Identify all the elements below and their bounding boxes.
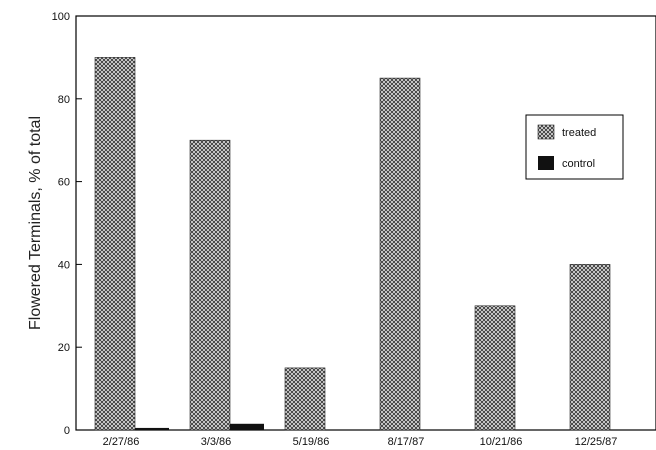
legend-swatch-treated	[537, 124, 555, 140]
plot-frame	[75, 15, 656, 431]
bar-treated	[189, 139, 231, 431]
y-tick-label: 20	[58, 342, 70, 354]
y-tick-label: 0	[64, 425, 70, 437]
bar-control	[230, 423, 264, 430]
y-tick-label: 40	[58, 259, 70, 271]
x-tick-label: 3/3/86	[201, 436, 232, 448]
y-tick-label: 100	[52, 11, 70, 23]
legend-label-treated: treated	[562, 127, 596, 139]
bar-treated	[284, 367, 326, 431]
y-tick-label: 60	[58, 177, 70, 189]
bar-control	[135, 427, 169, 430]
bar-treated	[379, 77, 421, 431]
x-tick-label: 5/19/86	[293, 436, 330, 448]
legend-swatch-control	[538, 156, 554, 170]
bar-treated	[94, 57, 136, 431]
x-tick-label: 2/27/86	[103, 436, 140, 448]
bar-treated	[474, 305, 516, 431]
x-axis: 2/27/86 3/3/86 5/19/86 8/17/87 10/21/86 12/25…	[103, 436, 618, 448]
y-axis-title: Flowered Terminals, % of total	[27, 116, 44, 330]
legend-label-control: control	[562, 158, 595, 170]
x-tick-label: 8/17/87	[388, 436, 425, 448]
y-axis: 0 20 40 60 80 100	[52, 11, 82, 437]
y-tick-label: 80	[58, 94, 70, 106]
x-tick-label: 12/25/87	[575, 436, 618, 448]
bars	[94, 57, 611, 431]
bar-treated	[569, 264, 611, 431]
x-tick-label: 10/21/86	[480, 436, 523, 448]
legend: treated control	[525, 114, 624, 180]
